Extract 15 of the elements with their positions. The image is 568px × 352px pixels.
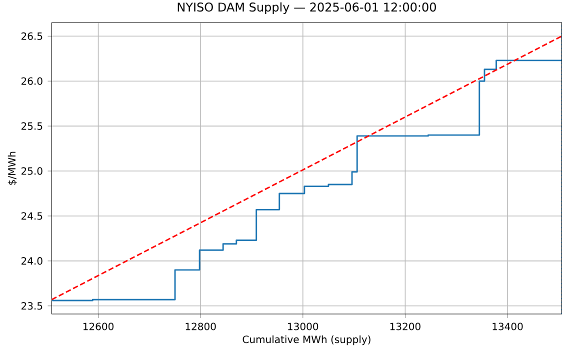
x-tick-label: 12800 (186, 322, 216, 330)
chart-title: NYISO DAM Supply — 2025-06-01 12:00:00 (178, 2, 436, 14)
x-tick-label: 13200 (390, 322, 420, 330)
x-tick-label: 13000 (288, 322, 318, 330)
y-tick-label: 25.0 (21, 167, 42, 175)
y-tick-label: 24.0 (21, 257, 42, 265)
y-tick-label: 26.0 (21, 77, 42, 85)
y-tick-label: 23.5 (21, 302, 42, 310)
x-axis-title: Cumulative MWh (supply) (242, 335, 370, 346)
x-tick-label: 12600 (83, 322, 114, 330)
y-tick-label: 24.5 (21, 212, 42, 220)
y-tick-label: 26.5 (21, 32, 42, 40)
y-axis-title: $/MWh (8, 152, 17, 185)
y-tick-label: 25.5 (21, 122, 42, 130)
x-tick-label: 13400 (492, 322, 523, 330)
